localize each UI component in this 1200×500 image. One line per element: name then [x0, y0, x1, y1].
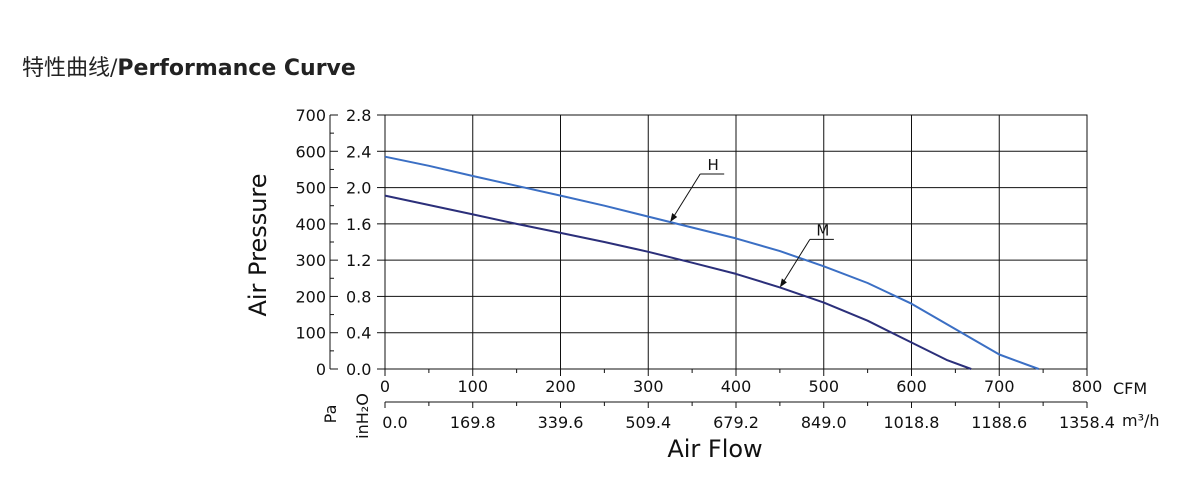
x-unit-m3h: m³/h — [1122, 411, 1160, 430]
y-tick-label-inh2o: 1.2 — [346, 251, 371, 270]
title-english: Performance Curve — [117, 56, 356, 81]
annotation-leader-H — [671, 173, 701, 220]
x-tick-label-cfm: 200 — [545, 377, 576, 396]
series-line-H — [384, 155, 1040, 370]
x-unit-cfm: CFM — [1113, 379, 1147, 398]
x-tick-label-m3h: 509.4 — [625, 413, 671, 432]
y-tick-label-pa: 600 — [295, 142, 326, 161]
annotations: HM — [670, 156, 834, 288]
y-tick-label-inh2o: 0.4 — [346, 324, 371, 343]
x-tick-label-cfm: 800 — [1072, 377, 1103, 396]
x-tick-label-m3h: 679.2 — [713, 413, 759, 432]
y-axis-label: Air Pressure — [244, 173, 272, 316]
grid — [384, 114, 1088, 370]
x-tick-label-cfm: 300 — [633, 377, 664, 396]
x-tick-label-cfm: 100 — [457, 377, 488, 396]
annotation-label-H: H — [708, 156, 719, 174]
series-line-M — [384, 194, 972, 370]
labels: 0 100 200 300 400 500 600 700 0.0 0.4 0.8 1.2 1.6 2.0… — [244, 106, 1160, 463]
y-tick-label-pa: 500 — [295, 179, 326, 198]
y-tick-label-pa: 200 — [295, 287, 326, 306]
x-tick-label-cfm: 600 — [896, 377, 927, 396]
x-tick-label-cfm: 400 — [721, 377, 752, 396]
curves — [384, 155, 1040, 370]
x-tick-label-cfm: 700 — [984, 377, 1015, 396]
x-tick-label-cfm: 500 — [808, 377, 839, 396]
x-axis-label: Air Flow — [667, 435, 762, 463]
x-tick-label-m3h: 339.6 — [538, 413, 584, 432]
x-tick-label-m3h: 0.0 — [382, 413, 407, 432]
x-tick-label-m3h: 1358.4 — [1059, 413, 1115, 432]
y-tick-label-inh2o: 1.6 — [346, 215, 371, 234]
y-tick-label-pa: 400 — [295, 215, 326, 234]
x-tick-label-m3h: 1188.6 — [971, 413, 1027, 432]
y-tick-label-pa: 300 — [295, 251, 326, 270]
y-tick-label-inh2o: 2.4 — [346, 142, 371, 161]
axes — [329, 114, 1088, 408]
x-tick-label-cfm: 0 — [380, 377, 390, 396]
annotation-arrowhead-H — [670, 213, 678, 223]
y-unit-inh2o: inH₂O — [353, 393, 372, 439]
y-tick-label-inh2o: 2.8 — [346, 106, 371, 125]
annotation-arrowhead-M — [779, 278, 787, 288]
x-tick-label-m3h: 1018.8 — [884, 413, 940, 432]
y-unit-pa: Pa — [321, 405, 340, 424]
y-tick-label-pa: 100 — [295, 324, 326, 343]
annotation-leader-M — [781, 239, 811, 285]
y-tick-label-inh2o: 2.0 — [346, 179, 371, 198]
x-tick-label-m3h: 169.8 — [450, 413, 496, 432]
y-tick-label-inh2o: 0.0 — [346, 360, 371, 379]
y-tick-label-pa: 700 — [295, 106, 326, 125]
title-chinese: 特性曲线/ — [22, 56, 118, 81]
x-tick-label-m3h: 849.0 — [801, 413, 847, 432]
page-title: 特性曲线/Performance Curve — [22, 50, 356, 82]
y-tick-label-inh2o: 0.8 — [346, 287, 371, 306]
annotation-label-M: M — [816, 221, 829, 239]
y-tick-label-pa: 0 — [316, 360, 326, 379]
